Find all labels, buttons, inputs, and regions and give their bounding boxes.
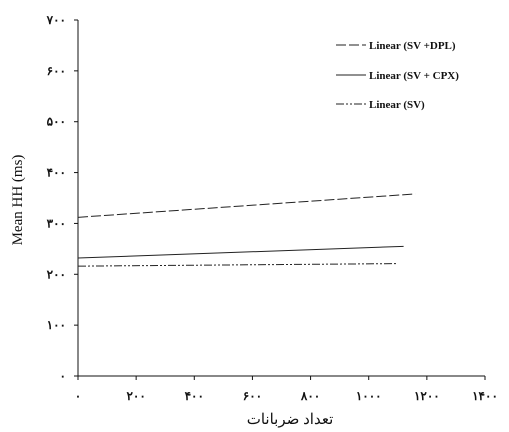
- x-tick-label: ۰: [75, 389, 81, 403]
- chart-axes: [77, 20, 485, 377]
- x-tick-label: ۸۰۰: [300, 389, 320, 403]
- legend-label-1: Linear (SV +DPL): [369, 40, 456, 52]
- x-tick-label: ۱۲۰۰: [414, 389, 440, 403]
- x-tick-label: ۱۰۰۰: [356, 389, 382, 403]
- x-axis-title: تعداد ضربانات: [247, 412, 334, 428]
- y-tick-label: ۴۰۰: [47, 166, 66, 180]
- y-tick-label: ۷۰۰: [46, 13, 66, 27]
- chart-ticks: ۰ ۱۰۰ ۲۰۰ ۳۰۰ ۴۰۰ ۵۰۰ ۶۰۰ ۷۰۰ ۰ ۲۰۰ ۴۰۰ ۶۰۰ ۸۰۰ ۱۰۰۰ ۱…: [46, 13, 498, 403]
- x-tick-label: ۶۰۰: [243, 389, 262, 403]
- y-axis-title: Mean HH (ms): [10, 155, 26, 246]
- x-tick-label: ۱۴۰۰: [472, 389, 498, 403]
- y-tick-label: ۱۰۰: [47, 318, 66, 332]
- series-line-1: [77, 193, 416, 218]
- y-tick-label: ۳۰۰: [47, 216, 66, 230]
- y-tick-label: ۰: [60, 369, 66, 383]
- y-tick-label: ۶۰۰: [47, 64, 66, 78]
- chart-legend: Linear (SV +DPL) Linear (SV + CPX) Linear …: [336, 40, 459, 111]
- y-tick-label: ۲۰۰: [47, 267, 66, 281]
- x-tick-label: ۲۰۰: [126, 389, 145, 403]
- series-line-3: [77, 263, 398, 267]
- legend-label-2: Linear (SV + CPX): [369, 70, 459, 82]
- legend-label-3: Linear (SV): [369, 99, 425, 111]
- series-line-2: [77, 245, 404, 259]
- chart-series: [77, 193, 416, 267]
- y-tick-label: ۵۰۰: [47, 115, 66, 129]
- x-tick-label: ۴۰۰: [185, 389, 204, 403]
